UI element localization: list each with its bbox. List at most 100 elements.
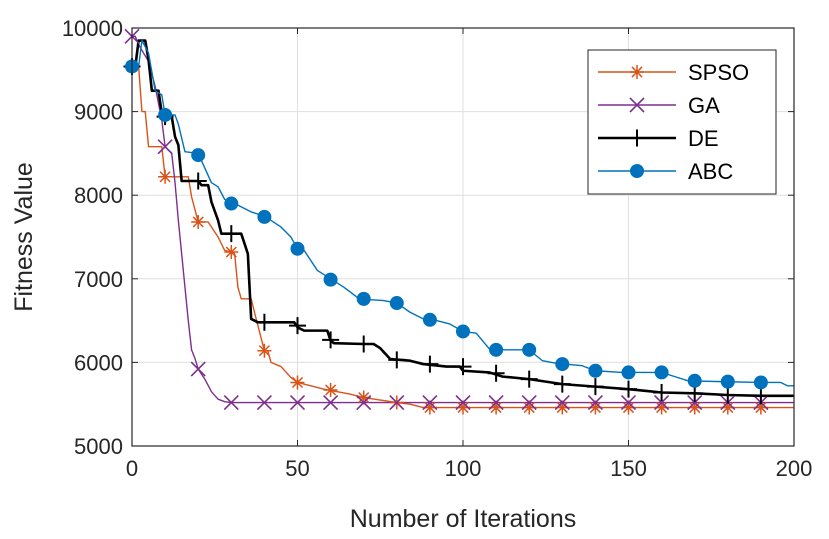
marker-de [553, 375, 571, 393]
marker-abc-shape [224, 196, 239, 211]
marker-ga-shape [323, 394, 339, 411]
legend-marker-spso-shape [630, 65, 644, 79]
marker-de-shape [454, 358, 472, 376]
marker-abc [456, 324, 470, 339]
y-tick-labels: 5000 6000 7000 8000 9000 10000 [62, 16, 123, 459]
x-tick-label: 0 [126, 456, 138, 481]
legend-marker-abc-shape [630, 164, 644, 178]
marker-abc [489, 342, 504, 357]
marker-spso-shape [621, 400, 636, 415]
marker-ga-shape [554, 394, 570, 411]
marker-de-shape [586, 378, 604, 396]
y-tick-label: 7000 [74, 267, 123, 292]
marker-abc-shape [158, 107, 173, 122]
marker-spso [753, 400, 768, 415]
x-axis-title: Number of Iterations [350, 505, 577, 533]
y-tick-label: 9000 [74, 100, 123, 125]
legend-marker-de [628, 129, 646, 147]
marker-ga-shape [455, 394, 471, 411]
marker-spso [720, 400, 735, 415]
marker-spso-shape [290, 375, 305, 390]
marker-spso-shape [687, 400, 702, 415]
legend-label-spso: SPSO [688, 60, 749, 85]
marker-de-shape [255, 313, 273, 331]
marker-spso-shape [720, 400, 735, 415]
marker-de [189, 172, 207, 190]
legend-marker-spso [630, 65, 644, 79]
marker-abc-shape [456, 324, 470, 339]
marker-spso [224, 245, 239, 260]
marker-ga [587, 394, 603, 411]
marker-spso [356, 390, 371, 405]
marker-spso-shape [654, 400, 669, 415]
marker-de-shape [520, 370, 538, 388]
marker-ga [356, 394, 372, 411]
marker-ga [157, 139, 173, 155]
marker-spso-shape [323, 382, 338, 397]
marker-ga [687, 394, 703, 411]
marker-spso [257, 343, 272, 358]
marker-ga-shape [157, 139, 173, 155]
marker-ga-shape [620, 394, 637, 411]
marker-abc [522, 342, 537, 357]
marker-ga [488, 394, 504, 411]
marker-spso [621, 400, 636, 415]
marker-spso-shape [456, 400, 470, 415]
marker-abc-shape [621, 365, 636, 380]
marker-abc [257, 209, 272, 224]
marker-de [322, 331, 340, 349]
marker-spso-shape [422, 400, 437, 415]
marker-de [222, 225, 240, 243]
legend-marker-ga [629, 97, 645, 113]
marker-abc [323, 272, 338, 287]
marker-spso-shape [257, 343, 272, 358]
marker-de-shape [620, 380, 637, 398]
marker-spso [158, 169, 173, 184]
marker-ga [323, 394, 339, 411]
marker-abc [555, 357, 570, 372]
marker-spso [422, 400, 437, 415]
marker-abc-shape [654, 365, 669, 380]
marker-abc-shape [191, 148, 206, 163]
marker-de-shape [719, 386, 737, 404]
marker-de [520, 370, 538, 388]
marker-abc-shape [555, 357, 570, 372]
legend-label-abc: ABC [688, 159, 733, 184]
marker-ga-shape [389, 394, 405, 411]
marker-spso-shape [522, 400, 537, 415]
marker-ga-shape [190, 361, 206, 377]
marker-spso [456, 400, 470, 415]
marker-de [355, 335, 373, 353]
marker-abc [290, 241, 305, 256]
marker-abc-shape [290, 241, 305, 256]
marker-ga [256, 394, 272, 411]
marker-de [620, 380, 637, 398]
marker-spso [687, 400, 702, 415]
x-tick-labels: 0 50 100 150 200 [126, 456, 812, 481]
marker-de-shape [189, 172, 207, 190]
marker-de [653, 383, 671, 401]
marker-ga-shape [687, 394, 703, 411]
marker-spso [588, 400, 603, 415]
marker-spso [654, 400, 669, 415]
marker-abc-shape [422, 312, 437, 327]
marker-ga [521, 394, 537, 411]
marker-de-shape [222, 225, 240, 243]
marker-de [388, 351, 406, 369]
marker-abc-shape [753, 375, 768, 390]
marker-ga-shape [223, 394, 239, 411]
marker-abc-shape [257, 209, 272, 224]
marker-ga [554, 394, 570, 411]
marker-ga-shape [356, 394, 372, 411]
marker-ga [389, 394, 405, 411]
marker-abc-shape [389, 296, 404, 311]
marker-ga [190, 361, 206, 377]
marker-ga-shape [521, 394, 537, 411]
marker-ga [289, 394, 306, 411]
marker-abc-shape [489, 342, 504, 357]
legend-label-de: DE [688, 126, 719, 151]
legend-label-ga: GA [688, 93, 720, 118]
marker-de [255, 313, 273, 331]
marker-ga [620, 394, 637, 411]
